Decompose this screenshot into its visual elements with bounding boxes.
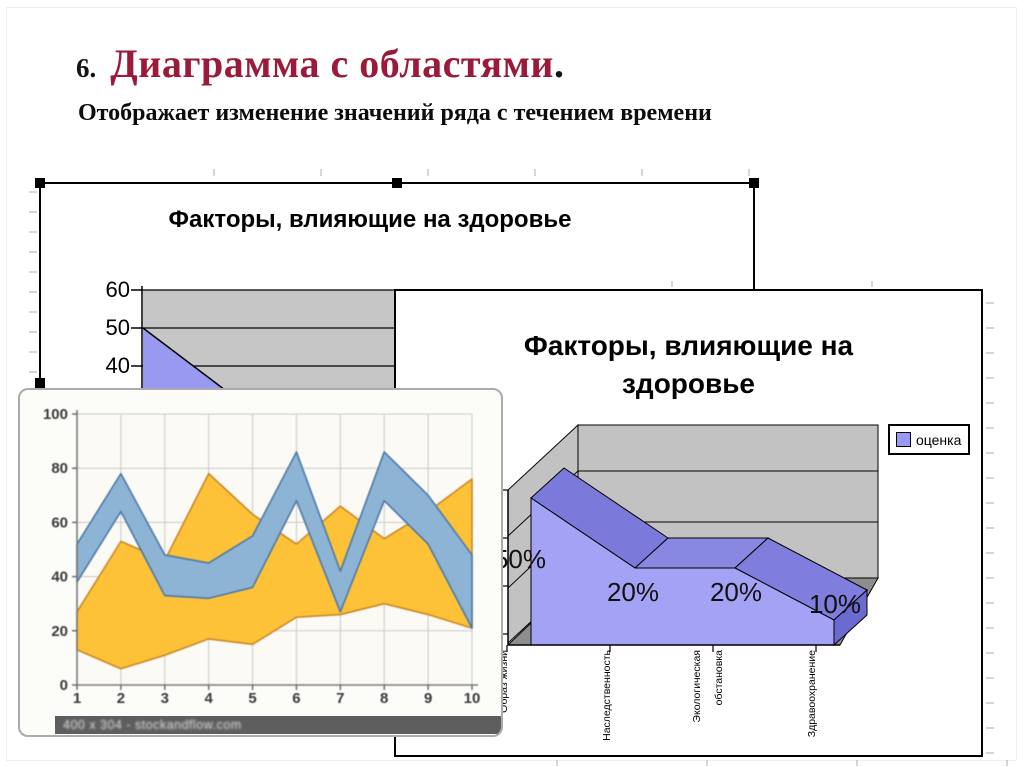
pic-xtick-label: 10: [464, 690, 481, 707]
area-bands-picture[interactable]: 0 20 40 60 80 100 1 2 3 4 5 6 7 8 9 10 400 х 304 - stoc…: [18, 388, 503, 737]
slide-title-text: Диаграмма с областями: [110, 41, 554, 86]
selection-handle[interactable]: [35, 378, 45, 388]
pic-xtick-label: 2: [117, 690, 125, 707]
c3-data-label: 20%: [607, 577, 659, 607]
watermark-bar: 400 х 304 - stockandflow.com: [55, 716, 501, 734]
area-chart-title: Факторы, влияющие на здоровье: [168, 206, 572, 233]
pic-ytick-label: 0: [60, 677, 68, 694]
c3-category-label: Экологическая: [691, 650, 703, 723]
selection-handle[interactable]: [749, 178, 759, 188]
c3-category-label: Наследственность: [601, 649, 613, 740]
watermark-text: 400 х 304 - stockandflow.com: [63, 718, 242, 732]
pic-ytick-label: 100: [43, 406, 68, 423]
pic-ytick-label: 80: [51, 460, 68, 477]
picture-chart: 0 20 40 60 80 100 1 2 3 4 5 6 7 8 9 10: [20, 390, 501, 735]
pic-band-blue-band-top: [76, 451, 473, 629]
legend-swatch: [896, 432, 911, 447]
pic-xtick-label: 1: [73, 690, 81, 707]
c3-category-label: обстановка: [713, 650, 725, 706]
pic-xtick-label: 5: [248, 690, 256, 707]
picture-chart-canvas: 0 20 40 60 80 100 1 2 3 4 5 6 7 8 9 10: [43, 406, 481, 707]
pic-xtick-label: 3: [161, 690, 169, 707]
legend: оценка: [888, 424, 970, 455]
pic-xtick-label: 7: [336, 690, 344, 707]
c3-data-label: 10%: [809, 589, 861, 619]
pic-ytick-label: 20: [51, 623, 68, 640]
c1-ytick-label: 40: [105, 353, 130, 378]
c1-ytick-label: 60: [105, 277, 130, 302]
slide-title-period: .: [553, 41, 564, 86]
area3d-chart-title-line1: Факторы, влияющие на: [523, 330, 854, 361]
slide-title: 6. Диаграмма с областями.: [76, 40, 564, 87]
pic-xtick-label: 4: [204, 690, 213, 707]
pic-ytick-label: 40: [51, 569, 68, 586]
slide-title-number: 6.: [76, 53, 97, 83]
legend-label: оценка: [916, 431, 962, 448]
selection-handle[interactable]: [392, 178, 402, 188]
selection-handle[interactable]: [35, 178, 45, 188]
pic-xtick-label: 8: [380, 690, 388, 707]
area3d-chart-title: Факторы, влияющие на здоровье: [396, 327, 981, 403]
area3d-chart-canvas: 50%20% 20% 10%Образ жизни Наследственность Э…: [494, 423, 879, 741]
slide-subtitle: Отображает изменение значений ряда с теч…: [78, 100, 712, 126]
pic-ytick-label: 60: [51, 514, 68, 531]
pic-xtick-label: 9: [424, 690, 432, 707]
area3d-chart-title-line2: здоровье: [622, 368, 755, 399]
c3-category-label: Здравоохранение: [806, 650, 818, 737]
pic-xtick-label: 6: [292, 690, 300, 707]
c3-data-label: 20%: [710, 577, 762, 607]
c1-ytick-label: 50: [105, 315, 130, 340]
